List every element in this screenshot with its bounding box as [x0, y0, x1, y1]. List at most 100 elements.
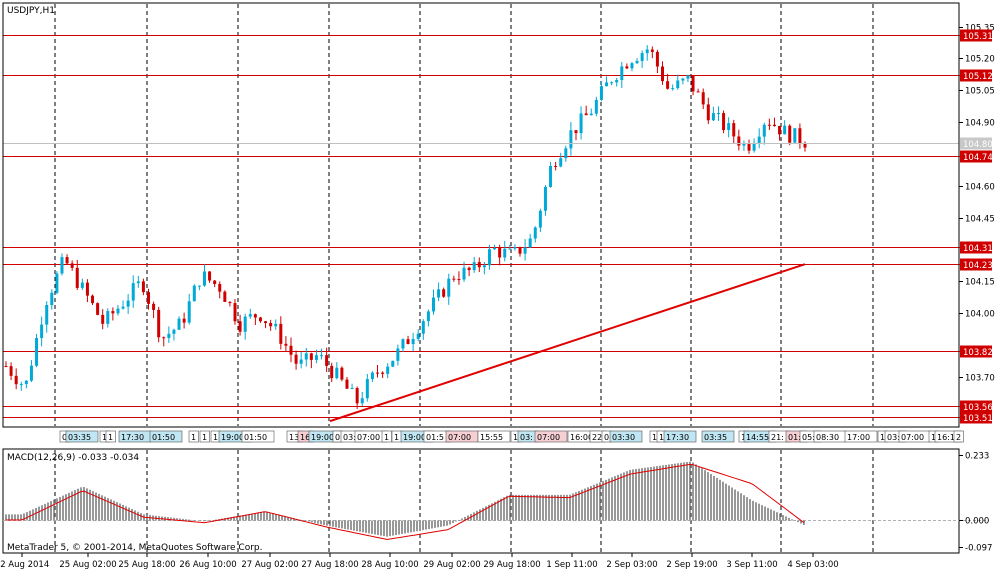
- candle-body-79: [406, 339, 410, 345]
- event-tag-32[interactable]: [663, 430, 697, 443]
- candle-body-37: [192, 285, 196, 302]
- candle-body-70: [360, 398, 364, 404]
- trendline[interactable]: [329, 263, 806, 423]
- candle-body-123: [630, 63, 634, 69]
- event-tag-40[interactable]: [844, 430, 878, 443]
- candle-body-41: [213, 280, 217, 284]
- event-tag-10[interactable]: [241, 430, 275, 443]
- event-tag-text-13: 19:00: [311, 433, 334, 442]
- candle-body-118: [605, 82, 609, 87]
- event-tag-1[interactable]: [65, 430, 99, 443]
- horizontal-lines[interactable]: [3, 35, 990, 418]
- candle-body-97: [498, 247, 502, 258]
- candle-body-143: [732, 123, 736, 137]
- event-tag-text-38: 05:: [802, 433, 815, 442]
- candle-body-80: [411, 338, 415, 345]
- event-tag-22[interactable]: [477, 430, 511, 443]
- candle-body-46: [238, 321, 242, 332]
- event-tag-46[interactable]: [953, 430, 964, 443]
- candle-body-103: [528, 238, 532, 248]
- event-tag-text-7: 1: [202, 433, 207, 442]
- price-tick-label-3: 104.90: [965, 119, 995, 129]
- candle-body-78: [401, 339, 405, 349]
- candle-body-114: [584, 113, 588, 116]
- level-tag-103.82: [960, 345, 992, 358]
- candle-body-56: [289, 345, 293, 355]
- event-tag-text-9: 19:00: [221, 433, 244, 442]
- candle-body-157: [803, 143, 807, 148]
- price-tick-label-0: 105.35: [965, 24, 995, 34]
- current-price-tag: [960, 137, 992, 150]
- copyright-text: MetaTrader 5, © 2001-2014, MetaQuotes So…: [7, 543, 263, 553]
- candle-body-54: [279, 323, 283, 344]
- candle-body-14: [75, 267, 79, 288]
- event-tag-text-27: 22: [592, 433, 602, 442]
- candle-body-36: [187, 301, 191, 323]
- candle-body-8: [45, 304, 49, 325]
- candle-body-75: [386, 366, 390, 374]
- candle-body-150: [767, 124, 771, 126]
- main-chart-frame: [2, 2, 960, 428]
- time-label-5: 27 Aug 18:00: [301, 560, 358, 570]
- level-tag-104.74: [960, 150, 992, 163]
- time-label-12: 3 Sep 11:00: [726, 560, 777, 570]
- candle-body-33: [172, 329, 176, 334]
- event-tag-6[interactable]: [188, 430, 199, 443]
- level-tag-text-105.31: 105.31: [963, 32, 993, 42]
- price-tick-label-6: 104.15: [965, 278, 995, 288]
- candle-body-53: [274, 323, 278, 327]
- macd-axis: 0.233 0.000 -0.097: [959, 452, 992, 554]
- event-tags[interactable]: 0 03:35 1 1 17:30 01:50 1 1 1 19:00 01:50 13 16 19:00…: [4, 430, 964, 443]
- candle-body-62: [320, 355, 324, 357]
- level-tag-text-104.23: 104.23: [963, 261, 993, 271]
- event-tag-text-29: 03:30: [612, 433, 635, 442]
- event-tag-25[interactable]: [534, 430, 568, 443]
- candle-body-65: [335, 367, 339, 379]
- candle-body-74: [381, 372, 385, 374]
- candle-body-83: [426, 311, 430, 322]
- candle-body-17: [91, 295, 95, 304]
- level-tag-text-105.12: 105.12: [963, 72, 993, 82]
- time-label-9: 1 Sep 11:00: [546, 560, 597, 570]
- candle-body-26: [136, 281, 140, 284]
- event-tag-17[interactable]: [381, 430, 392, 443]
- candle-body-82: [421, 321, 425, 334]
- candle-body-149: [762, 124, 766, 137]
- candle-body-38: [197, 285, 201, 287]
- event-tag-3[interactable]: [105, 430, 116, 443]
- candle-body-153: [783, 125, 787, 135]
- macd-tick-label-0: 0.233: [965, 452, 989, 462]
- candle-body-126: [645, 49, 649, 54]
- event-tag-text-37: 01:: [788, 433, 801, 442]
- candle-body-66: [340, 367, 344, 380]
- candle-body-92: [472, 262, 476, 271]
- time-label-7: 29 Aug 02:00: [423, 560, 480, 570]
- candle-body-6: [35, 338, 39, 366]
- event-tag-text-5: 01:50: [152, 433, 175, 442]
- event-tag-text-21: 07:00: [448, 433, 471, 442]
- candle-body-132: [676, 80, 680, 89]
- time-label-0: 22 Aug 2014: [0, 560, 49, 570]
- candle-body-13: [70, 263, 74, 268]
- candle-body-155: [793, 128, 797, 143]
- event-tag-5[interactable]: [149, 430, 183, 443]
- time-label-10: 2 Sep 03:00: [606, 560, 657, 570]
- candle-body-81: [416, 333, 420, 339]
- candle-body-3: [19, 384, 23, 386]
- event-tag-33[interactable]: [701, 430, 735, 443]
- time-label-3: 26 Aug 10:00: [179, 560, 236, 570]
- event-tag-text-3: 1: [108, 433, 113, 442]
- candle-body-140: [716, 113, 720, 115]
- candle-body-44: [228, 301, 232, 304]
- price-tick-label-5: 104.45: [965, 215, 995, 225]
- candle-body-61: [314, 355, 318, 360]
- event-tag-7[interactable]: [199, 430, 210, 443]
- candle-body-5: [29, 365, 33, 381]
- event-tag-29[interactable]: [609, 430, 643, 443]
- candle-body-40: [208, 271, 212, 281]
- event-tag-text-30: 1: [652, 433, 657, 442]
- candle-body-15: [80, 282, 84, 288]
- candle-body-63: [325, 355, 329, 366]
